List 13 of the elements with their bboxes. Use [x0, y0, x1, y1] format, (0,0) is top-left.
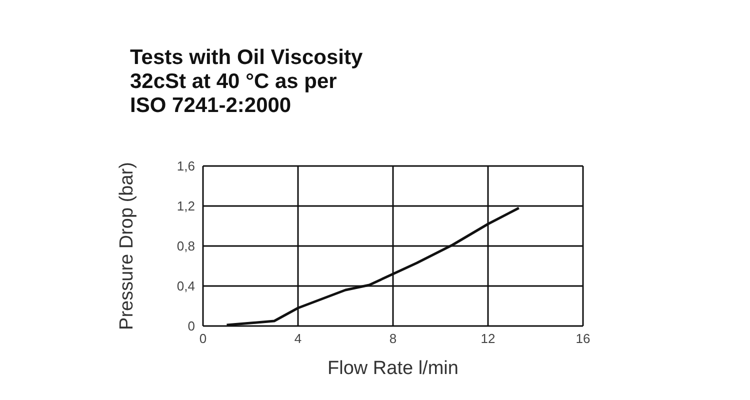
chart-title: Tests with Oil Viscosity 32cSt at 40 °C as per ISO 7241-2:2000	[130, 46, 363, 118]
x-tick-label: 0	[199, 331, 207, 346]
y-tick-label: 0	[188, 318, 195, 334]
x-tick-label: 16	[576, 331, 590, 346]
y-axis-title: Pressure Drop (bar)	[116, 162, 138, 330]
y-tick-label: 0,4	[176, 278, 195, 294]
x-tick-label: 8	[389, 331, 397, 346]
x-tick-label: 4	[294, 331, 302, 346]
y-tick-label: 0,8	[176, 238, 195, 254]
y-tick-label: 1,6	[176, 158, 195, 174]
x-axis-title: Flow Rate l/min	[328, 358, 458, 379]
x-tick-label: 12	[480, 331, 496, 346]
y-tick-label: 1,2	[176, 198, 195, 214]
